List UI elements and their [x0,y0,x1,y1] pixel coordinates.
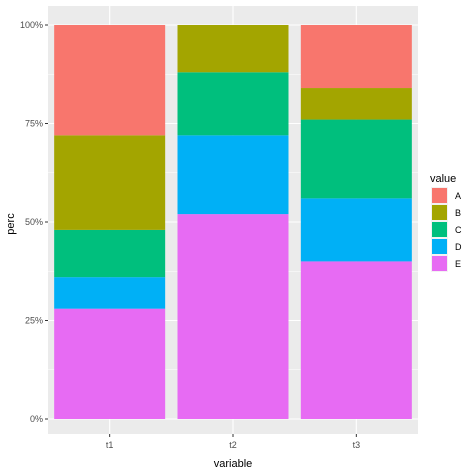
bars [54,25,412,419]
y-tick-label: 50% [25,217,43,227]
bar-segment-t3-D [300,198,412,262]
x-axis-title: variable [214,458,253,470]
legend-title: value [430,173,456,185]
x-axis: t1 t2 t3 [106,434,360,450]
legend-label-E: E [455,259,461,269]
bar-segment-t2-E [177,214,289,419]
legend-label-D: D [455,242,462,252]
legend-swatch-C [432,222,447,237]
y-tick-label: 100% [20,20,43,30]
legend-label-C: C [455,225,462,235]
bar-segment-t3-A [300,25,412,89]
y-tick-label: 25% [25,316,43,326]
bar-segment-t1-C [54,229,166,278]
y-axis-title: perc [5,213,17,235]
bar-segment-t3-B [300,88,412,120]
bar-segment-t2-C [177,72,289,136]
bar-segment-t1-E [54,308,166,419]
x-tick-label: t2 [229,440,237,450]
y-tick-label: 0% [30,414,43,424]
legend-swatch-B [432,205,447,220]
bar-segment-t3-E [300,261,412,419]
bar-segment-t1-B [54,135,166,230]
bar-segment-t2-B [177,25,289,73]
y-axis: 0% 25% 50% 75% 100% [20,20,48,424]
y-tick-label: 75% [25,119,43,129]
legend-label-B: B [455,208,461,218]
legend-label-A: A [455,191,461,201]
bar-segment-t1-D [54,277,166,309]
x-tick-label: t3 [353,440,361,450]
legend-swatch-D [432,239,447,254]
bar-segment-t2-D [177,135,289,215]
bar-segment-t1-A [54,25,166,136]
legend-swatch-E [432,256,447,271]
bar-segment-t3-C [300,119,412,199]
x-tick-label: t1 [106,440,114,450]
legend-swatch-A [432,188,447,203]
